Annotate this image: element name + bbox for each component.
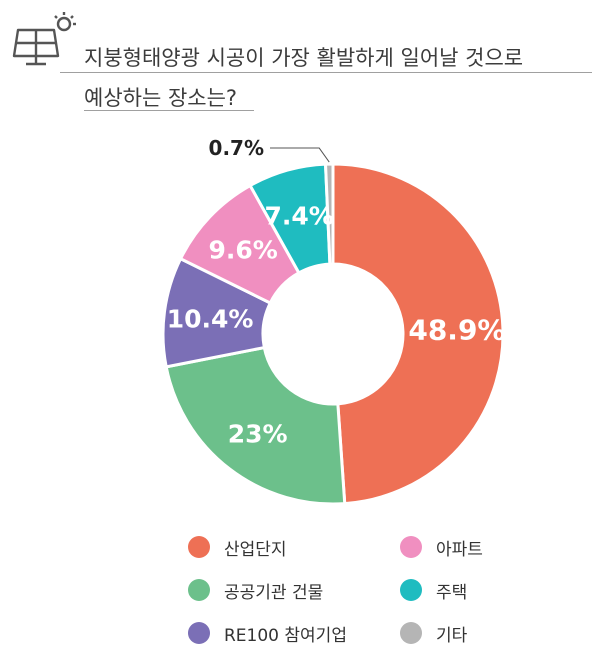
data-label-other: 0.7% — [209, 136, 264, 160]
data-label-public-building: 23% — [228, 419, 288, 448]
legend-item: 산업단지 — [188, 532, 287, 562]
title-underline — [60, 72, 592, 73]
legend-label: 기타 — [436, 625, 468, 646]
leader-line-other — [270, 147, 330, 163]
legend-item: 주택 — [400, 575, 467, 605]
donut-chart: 48.9% 23% 10.4% 9.6% 7.4% 0.7% — [161, 136, 505, 506]
legend-label: 산업단지 — [224, 539, 287, 560]
legend-label: 공공기관 건물 — [224, 582, 324, 603]
chart-header: 지붕형태양광 시공이 가장 활발하게 일어날 것으로 예상하는 장소는? — [0, 0, 600, 120]
legend-label: 주택 — [436, 582, 468, 603]
legend-item: 공공기관 건물 — [188, 575, 323, 605]
legend-label: RE100 참여기업 — [224, 625, 347, 646]
data-label-house: 7.4% — [264, 202, 333, 231]
donut-slice-industrial-complex — [331, 162, 505, 506]
legend-swatch — [188, 622, 210, 644]
solar-panel-icon — [12, 12, 76, 66]
legend-item: RE100 참여기업 — [188, 618, 347, 648]
donut-slice-public-building — [164, 345, 347, 506]
data-label-re100-company: 10.4% — [167, 305, 254, 334]
title-underline-2 — [84, 110, 254, 111]
data-label-apartment: 9.6% — [208, 236, 277, 265]
legend-swatch — [400, 536, 422, 558]
legend-swatch — [400, 579, 422, 601]
legend-swatch — [188, 579, 210, 601]
donut-slice-other — [323, 162, 335, 266]
chart-title-line-1: 지붕형태양광 시공이 가장 활발하게 일어날 것으로 — [84, 46, 524, 70]
data-label-industrial-complex: 48.9% — [408, 314, 505, 347]
legend-item: 기타 — [400, 618, 467, 648]
chart-title: 지붕형태양광 시공이 가장 활발하게 일어날 것으로 예상하는 장소는? — [84, 38, 523, 118]
legend-swatch — [188, 536, 210, 558]
legend-label: 아파트 — [436, 539, 483, 560]
legend-swatch — [400, 622, 422, 644]
legend-item: 아파트 — [400, 532, 483, 562]
chart-title-line-2: 예상하는 장소는? — [84, 86, 238, 110]
